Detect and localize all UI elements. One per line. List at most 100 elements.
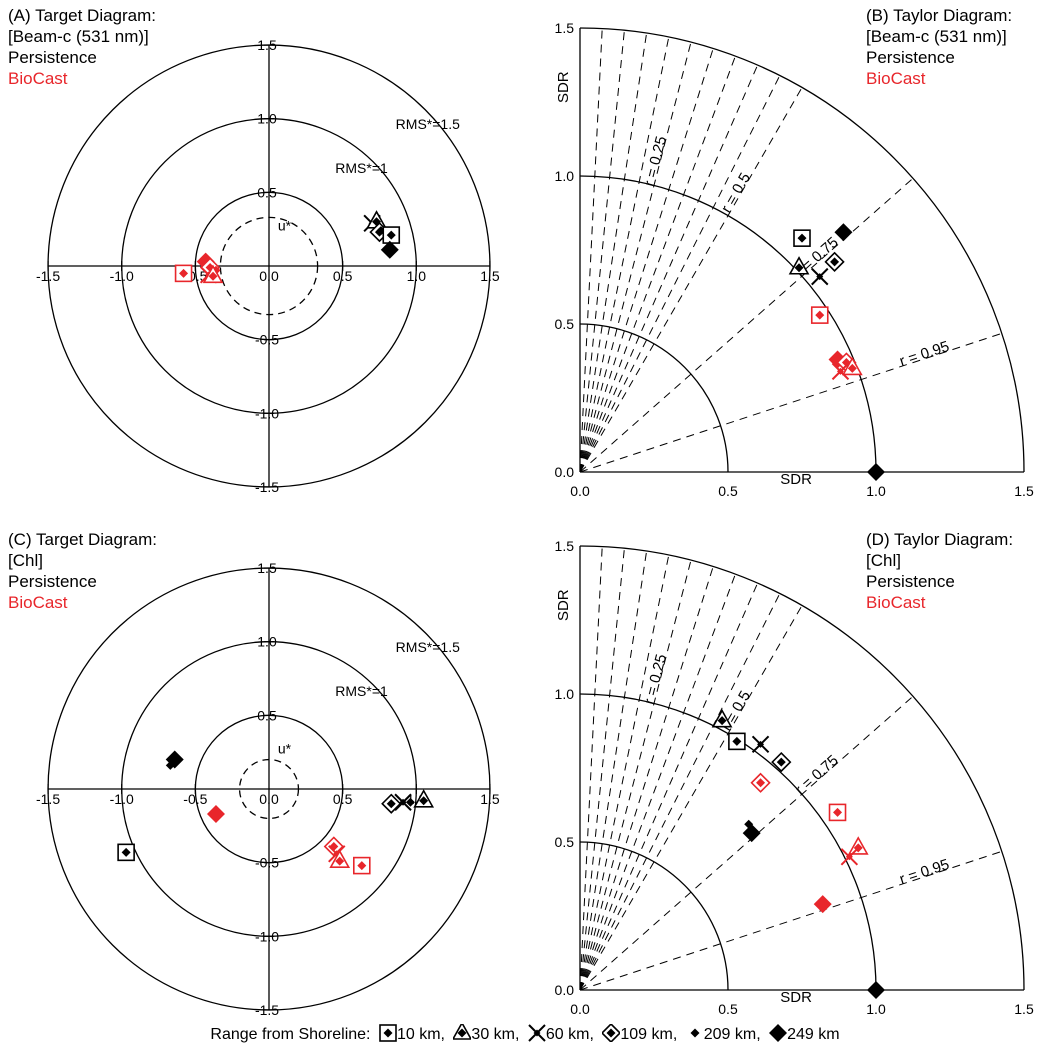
- data-point-biocast: [831, 362, 850, 381]
- data-point-persistence: [751, 735, 770, 754]
- panel-b-title-line1: (B) Taylor Diagram:: [866, 6, 1013, 25]
- panel-d-title-line2: [Chl]: [866, 551, 901, 570]
- data-point-biocast: [329, 849, 351, 868]
- data-point-biocast: [813, 895, 832, 914]
- x-tick-label: 0.0: [259, 268, 279, 284]
- marker-diamond: [383, 1028, 393, 1038]
- data-point-biocast: [810, 306, 829, 324]
- panel-c: -1.5-1.5-1.0-1.0-0.5-0.50.0 0.50.51.01.01…: [36, 560, 500, 1018]
- sdr-arc: [579, 323, 729, 473]
- data-point-biocast: [841, 356, 863, 376]
- x-tick-label: 1.5: [480, 268, 500, 284]
- x-tick-label: -1.5: [36, 268, 60, 284]
- x-tick-label: -1.0: [110, 268, 134, 284]
- data-point-persistence: [834, 223, 853, 242]
- x-tick-label: 1.5: [480, 791, 500, 807]
- small-diamond-icon: [690, 1028, 700, 1038]
- panel-c-title: (C) Target Diagram: [Chl] Persistence Bi…: [8, 529, 157, 613]
- marker-diamond: [690, 1028, 700, 1038]
- x-axis-label: SDR: [780, 989, 812, 1006]
- y-tick-label: -0.5: [255, 332, 279, 348]
- marker-diamond: [794, 263, 804, 273]
- marker-diamond: [386, 230, 396, 240]
- panel-d-persistence-label: Persistence: [866, 572, 955, 591]
- rms-1-5-label: RMS*=1.5: [396, 639, 460, 655]
- x-tick-label: 0.5: [718, 1001, 738, 1017]
- marker-diamond: [386, 799, 396, 809]
- marker-diamond: [815, 310, 825, 320]
- correlation-line: [579, 55, 736, 473]
- legend-item-30km: 30 km,: [452, 1021, 519, 1044]
- marker-diamond: [717, 716, 727, 726]
- x-tick-label: 0.0: [570, 483, 590, 499]
- correlation-line: [579, 582, 759, 991]
- y-tick-label: -1.0: [255, 928, 279, 944]
- correlation-label: r = 0.75: [792, 752, 842, 799]
- marker-diamond: [834, 223, 853, 242]
- cross-icon: [528, 1024, 546, 1042]
- panel-d-biocast-label: BioCast: [866, 593, 926, 612]
- correlation-line: [579, 546, 603, 991]
- panel-d-title-line1: (D) Taylor Diagram:: [866, 530, 1014, 549]
- panel-a-persistence-label: Persistence: [8, 48, 97, 67]
- data-point-persistence: [793, 229, 811, 247]
- legend-marker: [379, 1024, 397, 1042]
- data-point-persistence: [742, 824, 761, 843]
- marker-diamond: [847, 363, 857, 373]
- x-tick-label: 1.5: [1014, 483, 1034, 499]
- marker-diamond: [380, 240, 399, 259]
- correlation-line: [579, 30, 625, 473]
- data-point-biocast: [352, 856, 371, 875]
- correlation-line: [579, 332, 1002, 473]
- panel-a-biocast-label: BioCast: [8, 69, 68, 88]
- legend-marker: [452, 1021, 473, 1040]
- legend-marker: [601, 1022, 622, 1044]
- legend-label-249km: 249 km: [787, 1026, 840, 1043]
- legend: Range from Shoreline: 10 km, 30 km, 60 k…: [0, 1021, 1050, 1044]
- correlation-line: [579, 28, 603, 473]
- data-point-biocast: [206, 805, 225, 824]
- correlation-label: r = 0.95: [897, 856, 951, 888]
- marker-diamond: [845, 853, 853, 861]
- data-point-persistence: [405, 797, 415, 807]
- marker-diamond: [769, 1024, 788, 1042]
- marker-diamond: [816, 273, 824, 281]
- legend-marker: [528, 1024, 546, 1042]
- marker-diamond: [405, 797, 415, 807]
- figure-canvas: -1.5 -1.5 -1.0 -1.0 -0.5 -0.5 0.0 0.5 0.5 1.0 1.0 1…: [36, 20, 1034, 1018]
- sdr-arc: [579, 545, 1025, 991]
- correlation-line: [579, 550, 648, 991]
- correlation-line: [579, 554, 670, 991]
- y-tick-label: 0.5: [257, 184, 277, 200]
- data-point-biocast: [202, 264, 224, 284]
- y-tick-label: 1.0: [555, 168, 575, 184]
- marker-diamond: [756, 778, 766, 788]
- y-tick-label: 0.5: [555, 834, 575, 850]
- marker-diamond: [833, 807, 843, 817]
- correlation-line: [579, 695, 914, 991]
- y-tick-label: 1.0: [555, 686, 575, 702]
- correlation-line: [579, 41, 692, 473]
- panel-b: r = 0.25r = 0.5r = 0.75r = 0.950.00.00.5…: [555, 20, 1034, 499]
- marker-diamond: [732, 736, 742, 746]
- x-axis-label: SDR: [780, 471, 812, 488]
- x-tick-label: 1.0: [866, 1001, 886, 1017]
- legend-label-60km: 60 km,: [545, 1026, 594, 1043]
- panel-c-title-line1: (C) Target Diagram:: [8, 530, 157, 549]
- marker-diamond: [179, 268, 189, 278]
- correlation-line: [579, 48, 714, 473]
- marker-diamond: [399, 798, 407, 806]
- panel-b-biocast-label: BioCast: [866, 69, 926, 88]
- marker-diamond: [742, 824, 761, 843]
- marker-diamond: [606, 1028, 616, 1038]
- legend-item-209km: 209 km,: [686, 1024, 761, 1044]
- u-star-circle: [238, 758, 300, 820]
- data-point-persistence: [728, 732, 746, 751]
- x-tick-label: 0.5: [333, 791, 353, 807]
- correlation-label: r = 0.25: [641, 134, 670, 188]
- x-tick-label: -1.0: [110, 791, 134, 807]
- y-tick-label: 1.5: [257, 37, 277, 53]
- marker-diamond: [757, 740, 765, 748]
- triangle-diamond-icon: [452, 1021, 473, 1040]
- marker-diamond: [830, 257, 840, 267]
